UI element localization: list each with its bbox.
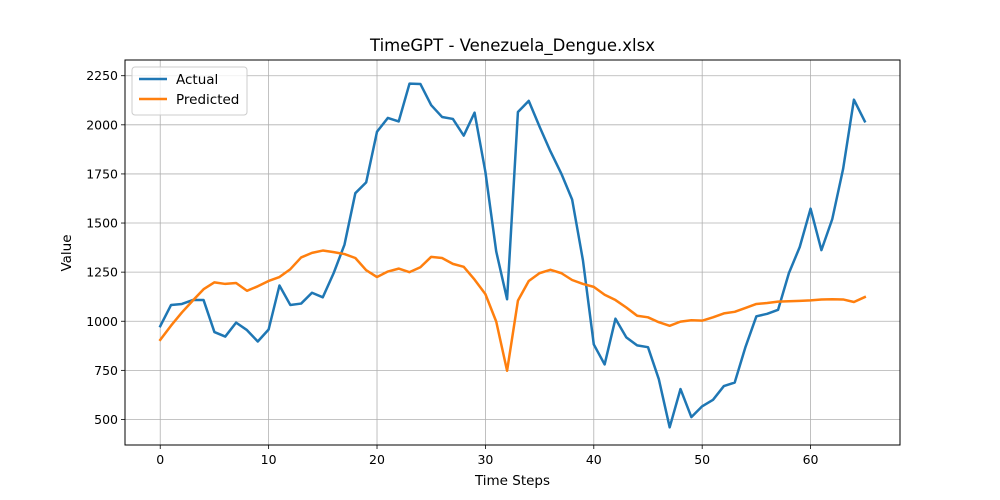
- x-tick-label: 60: [803, 452, 819, 467]
- chart-title: TimeGPT - Venezuela_Dengue.xlsx: [369, 36, 655, 56]
- x-tick-label: 50: [694, 452, 710, 467]
- x-tick-label: 30: [477, 452, 493, 467]
- plot-area-frame: [124, 59, 901, 446]
- x-tick-label: 0: [156, 452, 164, 467]
- legend: Actual Predicted: [131, 66, 248, 116]
- y-tick-label: 1500: [86, 216, 118, 231]
- y-tick-label: 2000: [86, 117, 118, 132]
- x-tick-label: 10: [261, 452, 277, 467]
- y-tick-label: 1250: [86, 265, 118, 280]
- y-tick-label: 500: [94, 412, 118, 427]
- series-lines: [158, 82, 867, 429]
- y-tick-label: 2250: [86, 68, 118, 83]
- x-tick-label: 20: [369, 452, 385, 467]
- grid: [125, 60, 900, 445]
- legend-label-actual: Actual: [176, 72, 218, 88]
- legend-label-predicted: Predicted: [176, 92, 239, 108]
- series-line-actual: [158, 82, 867, 429]
- series-line-predicted: [158, 249, 867, 372]
- y-axis-label: Value: [59, 234, 75, 271]
- y-tick-label: 750: [94, 363, 118, 378]
- y-tick-label: 1750: [86, 166, 118, 181]
- y-tick-label: 1000: [86, 314, 118, 329]
- x-axis-label: Time Steps: [474, 473, 550, 489]
- axis-ticks: 0 10 20 30 40 50 60 500 750 1000 1250 1500 1750 2000 2…: [86, 68, 818, 467]
- x-tick-label: 40: [586, 452, 602, 467]
